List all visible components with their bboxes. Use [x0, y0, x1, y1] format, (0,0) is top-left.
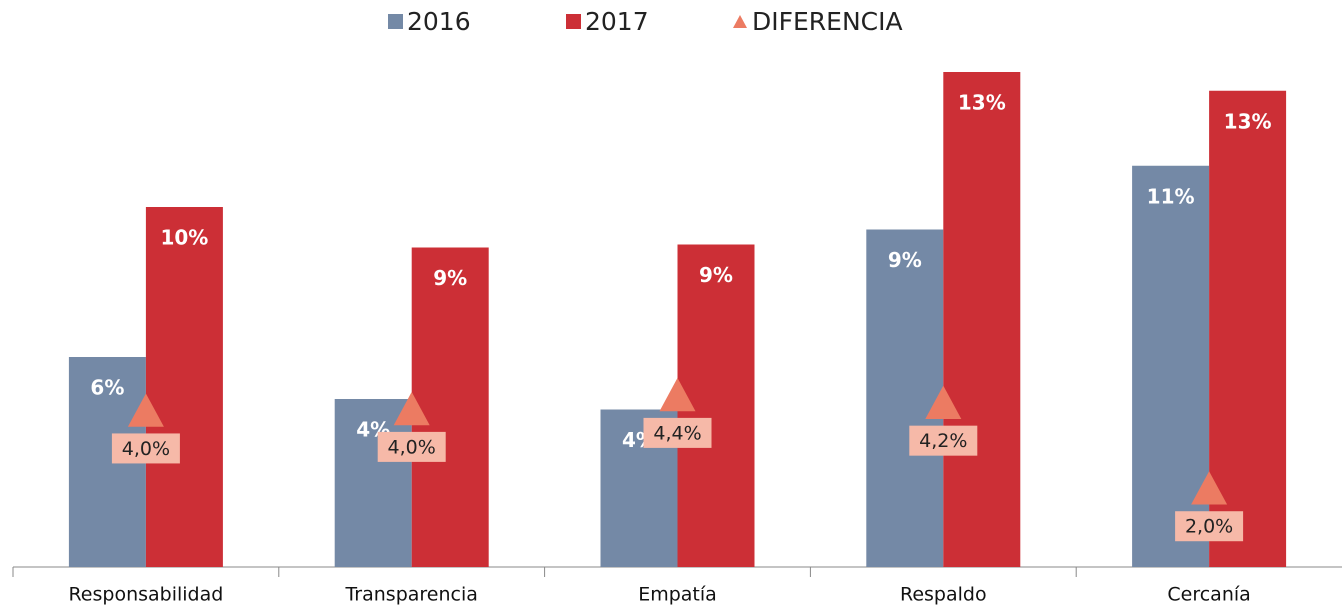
bar: [1132, 165, 1210, 567]
diff-value-label: 4,0%: [122, 438, 170, 460]
x-tick-label: Respaldo: [900, 584, 987, 606]
bar-value-label: 9%: [433, 266, 467, 290]
bar: [943, 72, 1021, 567]
x-tick-label: Cercanía: [1167, 584, 1250, 606]
x-tick-label: Responsabilidad: [68, 584, 223, 606]
legend-label: 2016: [407, 7, 471, 36]
bar-value-label: 10%: [160, 226, 208, 250]
diff-label-box: [111, 433, 180, 464]
bar-value-label: 11%: [1147, 184, 1195, 208]
diff-label-box: [377, 431, 446, 462]
bar-value-label: 6%: [90, 376, 124, 400]
legend-label: DIFERENCIA: [752, 7, 903, 36]
bar-value-label: 9%: [699, 263, 733, 287]
bar: [866, 229, 944, 567]
diff-value-label: 4,0%: [388, 436, 436, 458]
diff-marker: [393, 391, 430, 426]
bar-value-label: 9%: [888, 248, 922, 272]
diff-marker: [1191, 471, 1228, 505]
diff-marker: [925, 385, 962, 419]
bar-value-label: 13%: [1224, 109, 1272, 133]
diff-label-box: [909, 425, 978, 456]
x-tick-label: Empatía: [638, 584, 717, 606]
diff-marker: [127, 393, 164, 427]
diff-marker: [659, 377, 696, 412]
legend-swatch: [566, 14, 581, 29]
diff-value-label: 4,4%: [653, 422, 701, 444]
diff-value-label: 2,0%: [1185, 516, 1233, 538]
legend-marker: [733, 15, 747, 28]
x-tick-label: Transparencia: [344, 584, 477, 606]
bar: [1209, 90, 1287, 567]
legend-label: 2017: [585, 7, 649, 36]
legend-swatch: [388, 14, 403, 29]
bar: [334, 399, 412, 567]
bar: [145, 207, 223, 567]
diff-label-box: [1175, 511, 1244, 542]
bar: [411, 247, 489, 567]
diff-value-label: 4,2%: [919, 430, 967, 452]
bar-value-label: 13%: [958, 91, 1006, 115]
diff-label-box: [643, 417, 712, 448]
